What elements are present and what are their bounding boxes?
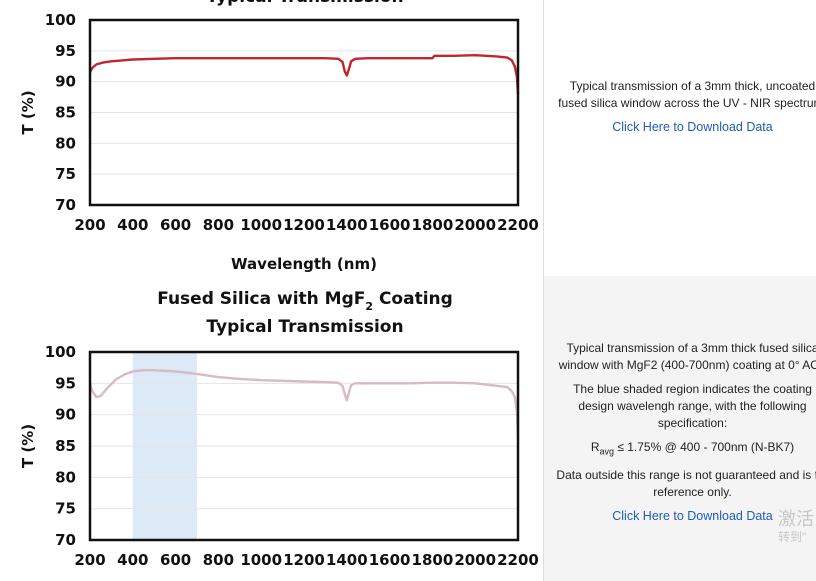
x-tick-label: 1000: [240, 216, 282, 234]
x-tick-label: 1200: [283, 551, 325, 569]
uncoated-caption-text: Typical transmission of a 3mm thick, unc…: [558, 79, 816, 110]
y-tick-label: 100: [45, 343, 76, 361]
coated-caption-text-1: Typical transmission of a 3mm thick fuse…: [558, 341, 816, 372]
x-tick-label: 1800: [412, 216, 454, 234]
plot-frame: [88, 18, 520, 207]
y-axis-label: T (%): [19, 90, 37, 134]
spec-r: R: [590, 440, 600, 454]
uncoated-download-link[interactable]: Click Here to Download Data: [612, 120, 773, 134]
x-tick-label: 600: [160, 216, 191, 234]
y-tick-label: 90: [55, 406, 76, 424]
chart-title-line-2: Typical Transmission: [206, 317, 403, 337]
y-tick-label: 85: [55, 104, 76, 122]
x-tick-label: 1200: [283, 216, 325, 234]
x-tick-label: 1400: [326, 216, 368, 234]
x-tick-label: 400: [117, 551, 148, 569]
x-tick-label: 1400: [326, 551, 368, 569]
x-tick-label: 200: [74, 216, 105, 234]
x-tick-label: 2200: [497, 551, 539, 569]
x-tick-label: 800: [203, 551, 234, 569]
y-tick-label: 80: [55, 468, 76, 486]
coated-caption-text-2: The blue shaded region indicates the coa…: [573, 382, 812, 430]
y-tick-label: 90: [55, 73, 76, 91]
y-tick-label: 75: [55, 165, 76, 183]
x-tick-label: 800: [203, 216, 234, 234]
uncoated-row: Typical Transmission 70 75 80 85 90 95 100 200 40…: [0, 0, 816, 276]
y-tick-label: 70: [55, 196, 76, 214]
chart-title-line-1: Fused Silica with MgF2 Coating: [157, 289, 453, 313]
x-tick-label: 200: [74, 551, 105, 569]
x-tick-label: 1000: [240, 551, 282, 569]
x-tick-label: 2200: [497, 216, 539, 234]
spec-avg-subscript: avg: [599, 446, 614, 457]
coated-transmission-chart: Fused Silica with MgF2 Coating Typical Tr…: [19, 289, 539, 569]
watermark-line-1: 激活: [778, 509, 814, 529]
watermark-line-2: 转到": [778, 530, 807, 544]
x-tick-label: 1600: [369, 216, 411, 234]
y-axis-label: T (%): [19, 424, 37, 468]
transmission-series-line: [88, 54, 520, 95]
activation-watermark: 激活 转到": [778, 508, 814, 544]
uncoated-transmission-chart: Typical Transmission 70 75 80 85 90 95 100 200 40…: [19, 0, 539, 273]
uncoated-chart-cell: Typical Transmission 70 75 80 85 90 95 100 200 40…: [0, 0, 543, 276]
spec-rest: ≤ 1.75% @ 400 - 700nm (N-BK7): [614, 440, 795, 454]
y-tick-label: 70: [55, 531, 76, 549]
y-tick-label: 95: [55, 374, 76, 392]
plot-frame: [88, 350, 520, 542]
y-tick-label: 85: [55, 437, 76, 455]
coating-spec: Ravg ≤ 1.75% @ 400 - 700nm (N-BK7): [555, 439, 816, 460]
column-divider: [543, 276, 544, 581]
coated-caption-text-3: Data outside this range is not guarantee…: [556, 468, 816, 500]
x-tick-label: 400: [117, 216, 148, 234]
chart-title: Typical Transmission: [206, 0, 403, 7]
y-tick-label: 95: [55, 42, 76, 60]
x-tick-label: 1800: [412, 551, 454, 569]
coated-caption-cell: [544, 276, 816, 581]
coated-row: Fused Silica with MgF2 Coating Typical Tr…: [0, 276, 816, 581]
coated-chart-cell: Fused Silica with MgF2 Coating Typical Tr…: [0, 276, 543, 581]
column-divider: [543, 0, 544, 276]
x-tick-label: 600: [160, 551, 191, 569]
y-tick-label: 100: [45, 11, 76, 29]
y-tick-label: 75: [55, 500, 76, 518]
x-tick-label: 1600: [369, 551, 411, 569]
coated-caption: Typical transmission of a 3mm thick fuse…: [555, 340, 816, 525]
x-tick-label: 2000: [454, 216, 496, 234]
uncoated-caption-cell: [544, 0, 816, 276]
y-tick-label: 80: [55, 134, 76, 152]
transmission-series-line: [88, 369, 520, 437]
coated-download-link[interactable]: Click Here to Download Data: [612, 509, 773, 524]
x-axis-label: Wavelength (nm): [231, 255, 377, 273]
uncoated-caption: Typical transmission of a 3mm thick, unc…: [555, 78, 816, 136]
x-tick-label: 2000: [454, 551, 496, 569]
